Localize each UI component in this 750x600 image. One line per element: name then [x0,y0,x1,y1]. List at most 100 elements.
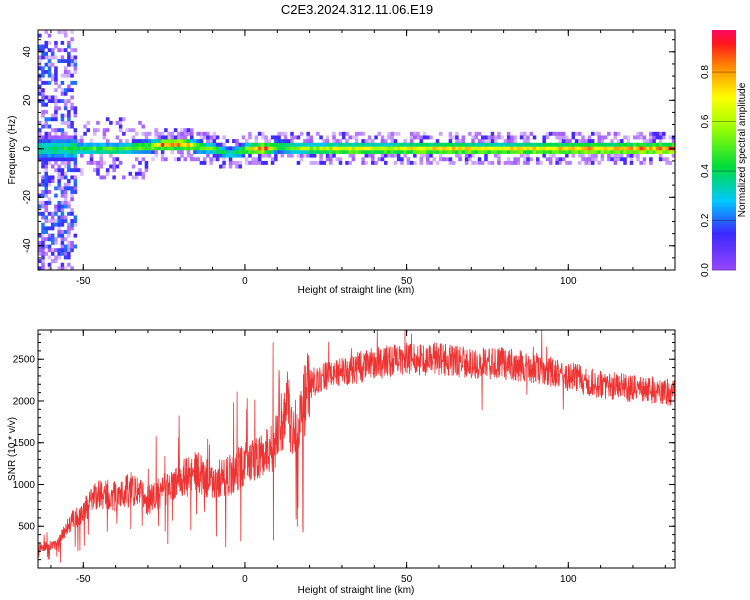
colorbar-step [712,218,736,221]
spectrogram-cell [535,157,540,162]
spectrogram-x-tick-label: 0 [242,276,248,287]
spectrogram-cell [67,51,71,56]
spectrogram-cell [70,193,74,198]
spectrogram-cell [47,248,52,253]
spectrogram-cell [587,153,592,158]
spectrogram-cell [173,142,178,147]
spectrogram-cell [587,146,592,151]
spectrogram-cell [319,142,323,147]
spectrogram-cell [44,175,48,180]
spectrogram-cell [577,142,582,147]
spectrogram-cell [54,237,58,242]
spectrogram-cell [199,131,204,136]
spectrogram-cell [41,153,45,158]
colorbar-step [712,124,736,127]
spectrogram-cell [118,150,123,154]
spectrogram-cell [86,128,91,133]
spectrogram-cell [47,244,52,249]
colorbar-step [712,266,736,269]
spectrogram-cell [451,135,456,140]
spectrogram-cell [41,200,45,205]
spectrogram-cell [67,233,71,238]
spectrogram-cell [115,157,120,162]
spectrogram-cell [60,208,65,213]
spectrogram-cell [38,84,42,89]
spectrogram-cell [620,142,624,147]
spectrogram-cell [38,193,42,198]
spectrogram-cell [613,153,618,158]
spectrogram-cell [41,164,45,169]
spectrogram-cell [390,139,394,144]
spectrogram-cell [548,146,553,151]
colorbar-tick-label: 0.2 [700,213,711,227]
spectrogram-cell [283,146,288,151]
spectrogram-cell [409,131,414,136]
colorbar-step [712,44,736,47]
spectrogram-cell [341,131,346,136]
spectrogram-cell [173,146,178,151]
spectrogram-cell [264,146,268,151]
spectrogram-cell [409,146,414,151]
spectrogram-cell [545,135,550,140]
spectrogram-cell [57,84,61,89]
spectrogram-cell [67,110,71,114]
spectrogram-cell [47,182,52,187]
spectrogram-cell [513,139,517,144]
spectrogram-cell [322,150,327,154]
spectrogram-cell [277,146,281,151]
spectrogram-cell [377,157,382,162]
spectrogram-cell [219,153,223,158]
spectrogram-cell [600,139,605,144]
spectrogram-cell [319,146,323,151]
colorbar-step [712,120,736,123]
spectrogram-cell [73,106,78,111]
colorbar-step [712,98,736,101]
spectrogram-cell [503,142,508,147]
spectrogram-cell [590,150,595,154]
spectrogram-cell [254,142,259,147]
colorbar-step [712,34,736,37]
spectrogram-cell [47,66,52,71]
spectrogram-cell [164,139,168,144]
spectrogram-cell [435,142,440,147]
spectrogram-cell [590,160,595,165]
spectrogram-cell [652,146,656,151]
spectrogram-cell [99,175,103,180]
spectrogram-cell [89,146,94,151]
spectrogram-cell [577,146,582,151]
spectrogram-cell [620,150,624,154]
spectrogram-cell [44,95,48,100]
spectrogram-cell [109,142,113,147]
spectrogram-cell [626,146,631,151]
spectrogram-cell [426,150,430,154]
spectrogram-cell [484,142,488,147]
spectrogram-cell [41,66,45,71]
spectrogram-cell [125,146,129,151]
spectrogram-cell [238,153,243,158]
spectrogram-cell [47,55,52,60]
spectrogram-cell [529,150,534,154]
spectrogram-cell [587,160,592,165]
spectrogram-cell [73,48,78,53]
spectrogram-cell [57,266,61,271]
spectrogram-cell [623,135,627,140]
spectrogram-cell [41,110,45,114]
spectrogram-cell [471,160,475,165]
colorbar-step [712,90,736,93]
spectrogram-cell [497,157,501,162]
spectrogram-cell [141,157,145,162]
spectrogram-cell [584,160,588,165]
spectrogram-cell [135,150,139,154]
spectrogram-cell [67,117,71,122]
spectrogram-cell [41,237,45,242]
spectrogram-cell [41,113,45,118]
spectrogram-cell [212,131,217,136]
spectrogram-cell [44,150,48,154]
spectrogram-cell [63,215,68,220]
spectrogram-cell [655,146,660,151]
colorbar-step [712,188,736,191]
spectrogram-cell [206,146,210,151]
spectrogram-cell [429,150,433,154]
spectrogram-cell [47,80,52,85]
spectrogram-cell [54,255,58,260]
